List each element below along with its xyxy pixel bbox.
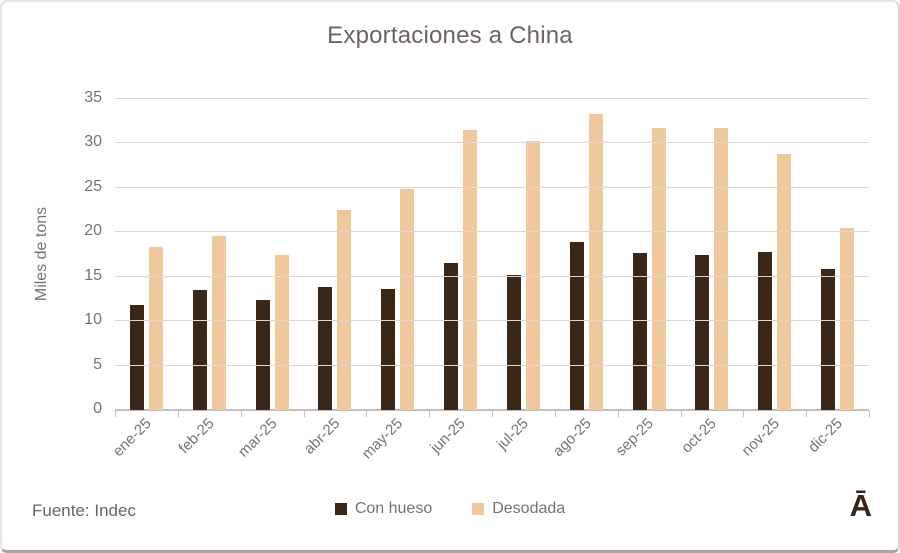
bar-desodada-nov-25 — [777, 154, 792, 410]
bar-desodada-feb-25 — [211, 235, 226, 410]
bar-con-hueso-ago-25 — [569, 242, 584, 410]
x-axis-tick — [806, 411, 808, 417]
y-tick-label: 20 — [84, 222, 102, 240]
gridline — [115, 98, 869, 99]
plot-area — [115, 98, 870, 417]
x-axis-tick — [492, 411, 493, 417]
gridline — [115, 275, 869, 277]
gridline — [115, 186, 869, 188]
bar-con-hueso-jun-25 — [444, 263, 459, 410]
bar-group-oct-25 — [680, 99, 743, 410]
bar-desodada-may-25 — [400, 188, 415, 410]
bar-group-dic-25 — [806, 99, 869, 410]
bar-group-jul-25 — [492, 99, 555, 410]
bar-group-feb-25 — [178, 99, 241, 410]
y-tick-label: 35 — [84, 89, 102, 106]
bar-con-hueso-oct-25 — [695, 254, 710, 410]
x-axis-tick — [177, 411, 179, 417]
bar-desodada-abr-25 — [337, 210, 352, 410]
bar-con-hueso-nov-25 — [758, 251, 773, 410]
gridline — [115, 231, 869, 233]
x-tick-label-oct-25: oct-25 — [678, 415, 720, 457]
brand-logo: Ā — [849, 488, 872, 523]
x-axis-line — [115, 409, 869, 411]
legend-item-desodada: Desodada — [472, 500, 565, 518]
bar-desodada-oct-25 — [714, 128, 729, 410]
gridline — [115, 320, 869, 322]
x-tick-label-ene-25: ene-25 — [109, 415, 155, 461]
gridline — [115, 364, 869, 366]
bar-desodada-jul-25 — [525, 140, 540, 410]
legend-swatch — [472, 503, 485, 515]
x-axis-tick — [240, 411, 242, 417]
bar-desodada-sep-25 — [651, 128, 666, 410]
bar-group-mar-25 — [241, 99, 304, 410]
bar-desodada-ago-25 — [588, 114, 603, 410]
bar-con-hueso-abr-25 — [318, 287, 333, 410]
x-tick-label-sep-25: sep-25 — [612, 415, 658, 460]
x-tick-label-may-25: may-25 — [358, 415, 406, 463]
bar-con-hueso-feb-25 — [192, 290, 207, 410]
bars-layer — [115, 99, 869, 410]
legend-swatch — [334, 503, 347, 515]
source-note: Fuente: Indec — [32, 501, 136, 520]
x-tick-label-abr-25: abr-25 — [300, 415, 343, 458]
y-tick-label: 5 — [93, 355, 102, 373]
y-tick-label: 10 — [84, 311, 102, 329]
x-tick-label-ago-25: ago-25 — [549, 415, 595, 461]
y-tick-label: 30 — [84, 133, 102, 151]
y-axis-title: Miles de tons — [33, 206, 50, 302]
legend-label: Desodada — [492, 500, 566, 517]
x-tick-label-jun-25: jun-25 — [427, 415, 469, 457]
x-axis-tick — [743, 411, 745, 417]
y-tick-label: 15 — [84, 266, 102, 284]
bar-group-jun-25 — [429, 99, 492, 410]
x-tick-label-mar-25: mar-25 — [234, 415, 281, 461]
bar-con-hueso-ene-25 — [129, 305, 144, 410]
x-axis-tick — [303, 411, 305, 417]
x-axis-tick — [617, 411, 619, 417]
x-tick-label-dic-25: dic-25 — [804, 415, 846, 456]
bar-desodada-mar-25 — [274, 255, 289, 410]
legend-label: Con hueso — [354, 500, 433, 517]
x-axis-tick — [429, 411, 431, 417]
bar-desodada-jun-25 — [463, 130, 478, 410]
x-tick-label-nov-25: nov-25 — [738, 415, 783, 460]
bar-group-abr-25 — [303, 99, 366, 410]
y-tick-label: 0 — [93, 400, 102, 417]
bar-con-hueso-jul-25 — [506, 274, 521, 410]
bar-desodada-dic-25 — [840, 227, 855, 410]
bar-group-nov-25 — [743, 99, 806, 410]
x-axis-tick — [680, 411, 682, 417]
y-tick-label: 25 — [84, 177, 102, 195]
bar-con-hueso-may-25 — [381, 289, 396, 410]
bar-con-hueso-dic-25 — [821, 268, 836, 410]
gridline — [115, 142, 869, 144]
bar-desodada-ene-25 — [148, 246, 163, 410]
chart-title: Exportaciones a China — [327, 22, 573, 49]
x-axis-tick — [115, 411, 116, 417]
bar-group-may-25 — [366, 99, 429, 410]
x-tick-label-jul-25: jul-25 — [493, 415, 532, 453]
bar-con-hueso-sep-25 — [632, 252, 647, 410]
x-axis-tick — [869, 411, 870, 417]
x-tick-label-feb-25: feb-25 — [175, 415, 218, 458]
legend-item-con-hueso: Con hueso — [334, 500, 433, 518]
legend: Con hueso Desodada — [2, 500, 898, 518]
bar-group-sep-25 — [618, 99, 681, 410]
bar-con-hueso-mar-25 — [255, 299, 270, 410]
x-axis-tick — [366, 411, 368, 417]
bar-group-ene-25 — [115, 99, 178, 410]
x-axis-tick — [554, 411, 556, 417]
bar-group-ago-25 — [555, 99, 618, 410]
